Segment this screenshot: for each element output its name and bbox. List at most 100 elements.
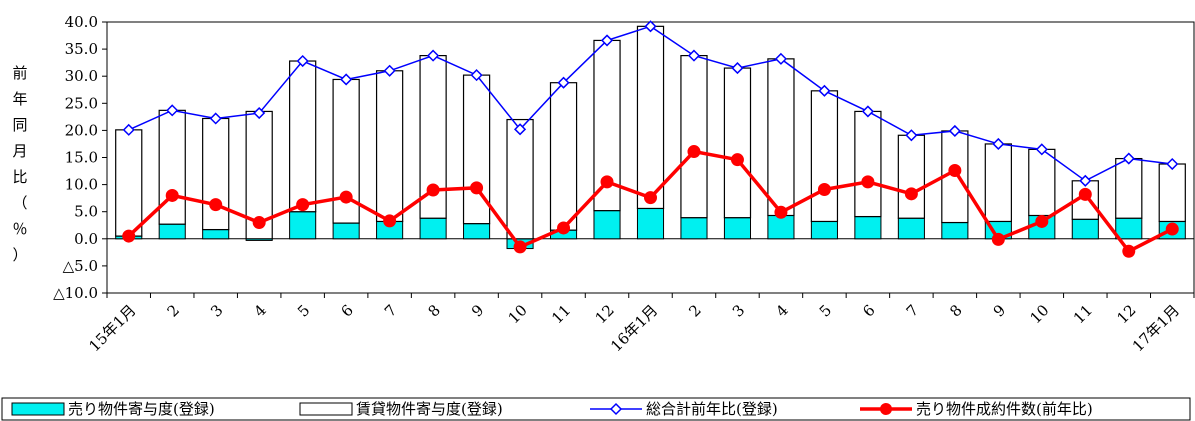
bar-rental-contribution — [767, 58, 795, 217]
bar-rental-contribution — [810, 90, 839, 223]
x-tick-label: 5 — [816, 301, 835, 320]
bar-rental-contribution — [636, 25, 665, 210]
bars — [115, 25, 1186, 250]
legend-swatch — [11, 402, 65, 416]
bar-sale-contribution — [593, 210, 621, 240]
sale-contracts-point — [774, 205, 788, 219]
bar-sale-contribution — [636, 207, 665, 240]
sale-contracts-point — [209, 198, 223, 212]
bar-sale-contribution — [1071, 218, 1099, 240]
bar-sale-contribution — [463, 223, 491, 240]
total-yoy-point — [470, 69, 483, 82]
total-yoy-point — [774, 52, 788, 65]
y-axis: 40.0 35.0 30.0 25.0 20.0 15.0 10.0 5.0 0.0 △5.0 △1… — [53, 13, 107, 302]
y-tick-label: 30.0 — [65, 67, 98, 85]
bar-sale-contribution — [680, 217, 708, 240]
total-yoy-point — [861, 105, 874, 118]
total-yoy-point — [340, 73, 353, 86]
total-yoy-point — [1035, 143, 1048, 156]
bar-sale-contribution — [897, 217, 925, 240]
total-yoy-point — [209, 112, 222, 125]
total-yoy-point — [644, 20, 657, 33]
x-tick-label: 9 — [468, 301, 487, 320]
bar-rental-contribution — [593, 39, 621, 212]
legend-swatch — [299, 402, 353, 416]
legend-label: 売り物件寄与度(登録) — [68, 400, 215, 418]
x-tick-label: 11 — [1070, 301, 1096, 327]
bar-sale-contribution — [419, 217, 447, 240]
sale-contracts-point — [296, 198, 310, 212]
sale-contracts-point — [1078, 187, 1092, 201]
bar-rental-contribution — [1158, 163, 1186, 223]
x-tick-label: 11 — [548, 301, 574, 327]
total-yoy-point — [948, 124, 961, 138]
sale-contracts-point — [904, 187, 918, 201]
x-tick-label: 7 — [903, 301, 922, 320]
sale-contracts-point — [426, 183, 440, 197]
bar-sale-contribution — [202, 229, 230, 240]
legend-label: 売り物件成約件数(前年比) — [916, 400, 1093, 418]
sale-contracts-point — [122, 229, 136, 243]
bar-sale-contribution — [289, 211, 317, 240]
x-tick-label: 4 — [251, 301, 270, 320]
sale-contracts-point — [861, 175, 875, 189]
bar-sale-contribution — [941, 222, 969, 240]
y-tick-label: 0.0 — [74, 230, 98, 248]
legend-label: 賃貸物件寄与度(登録) — [356, 400, 503, 418]
y-tick-label: 35.0 — [65, 40, 98, 58]
y-tick-label: 40.0 — [65, 13, 98, 31]
bar-rental-contribution — [680, 55, 708, 219]
sale-contracts-point — [817, 182, 831, 196]
bar-rental-contribution — [115, 129, 143, 237]
x-tick-label: 12 — [592, 301, 618, 327]
y-tick-label: 15.0 — [65, 149, 98, 167]
total-yoy-point — [253, 106, 266, 120]
y-tick-label: △5.0 — [63, 257, 98, 275]
x-tick-label: 10 — [505, 301, 531, 327]
x-tick-label: 3 — [207, 301, 226, 320]
legend-swatch-marker — [880, 403, 892, 415]
total-yoy-point — [557, 76, 570, 89]
x-tick-label: 16年1月 — [607, 301, 661, 355]
sale-contracts-point — [165, 188, 179, 202]
bar-sale-contribution — [723, 217, 752, 240]
bar-sale-contribution — [1115, 217, 1143, 240]
sale-contracts-point — [1035, 214, 1049, 228]
lines — [122, 20, 1179, 258]
bar-rental-contribution — [375, 70, 404, 223]
y-tick-label: 5.0 — [74, 203, 98, 221]
sale-contracts-point — [948, 164, 962, 178]
sale-contracts-point — [383, 214, 397, 228]
sale-contracts-point — [252, 216, 266, 230]
total-yoy-point — [1166, 157, 1179, 171]
x-tick-label: 12 — [1113, 301, 1139, 327]
total-yoy-point — [296, 54, 309, 68]
bar-rental-contribution — [897, 134, 926, 219]
sale-contracts-point — [339, 190, 353, 204]
sale-contracts-point — [1122, 244, 1136, 258]
bar-rental-contribution — [202, 117, 230, 231]
bar-rental-contribution — [506, 118, 534, 240]
total-yoy-point — [513, 123, 527, 136]
sale-contracts-point — [513, 240, 527, 254]
y-axis-title: 前年同月比（％） — [12, 64, 27, 264]
total-yoy-point — [687, 49, 701, 62]
sale-contracts-point — [687, 145, 701, 159]
sale-contracts-point — [470, 181, 484, 195]
total-yoy-point — [166, 104, 179, 117]
x-tick-label: 9 — [990, 301, 1009, 320]
y-tick-label: 25.0 — [65, 94, 98, 112]
sale-contracts-point — [557, 221, 571, 235]
bar-sale-contribution — [332, 222, 360, 240]
x-tick-label: 8 — [946, 301, 965, 320]
x-tick-label: 17年1月 — [1129, 301, 1183, 355]
total-yoy-point — [427, 49, 440, 62]
x-tick-label: 2 — [685, 301, 704, 320]
sale-contracts-point — [600, 175, 614, 189]
total-yoy-point — [1079, 174, 1092, 187]
total-yoy-point — [731, 62, 744, 75]
x-tick-label: 15年1月 — [85, 301, 139, 355]
x-tick-label: 6 — [859, 301, 878, 320]
legend-label: 総合計前年比(登録) — [646, 400, 778, 418]
